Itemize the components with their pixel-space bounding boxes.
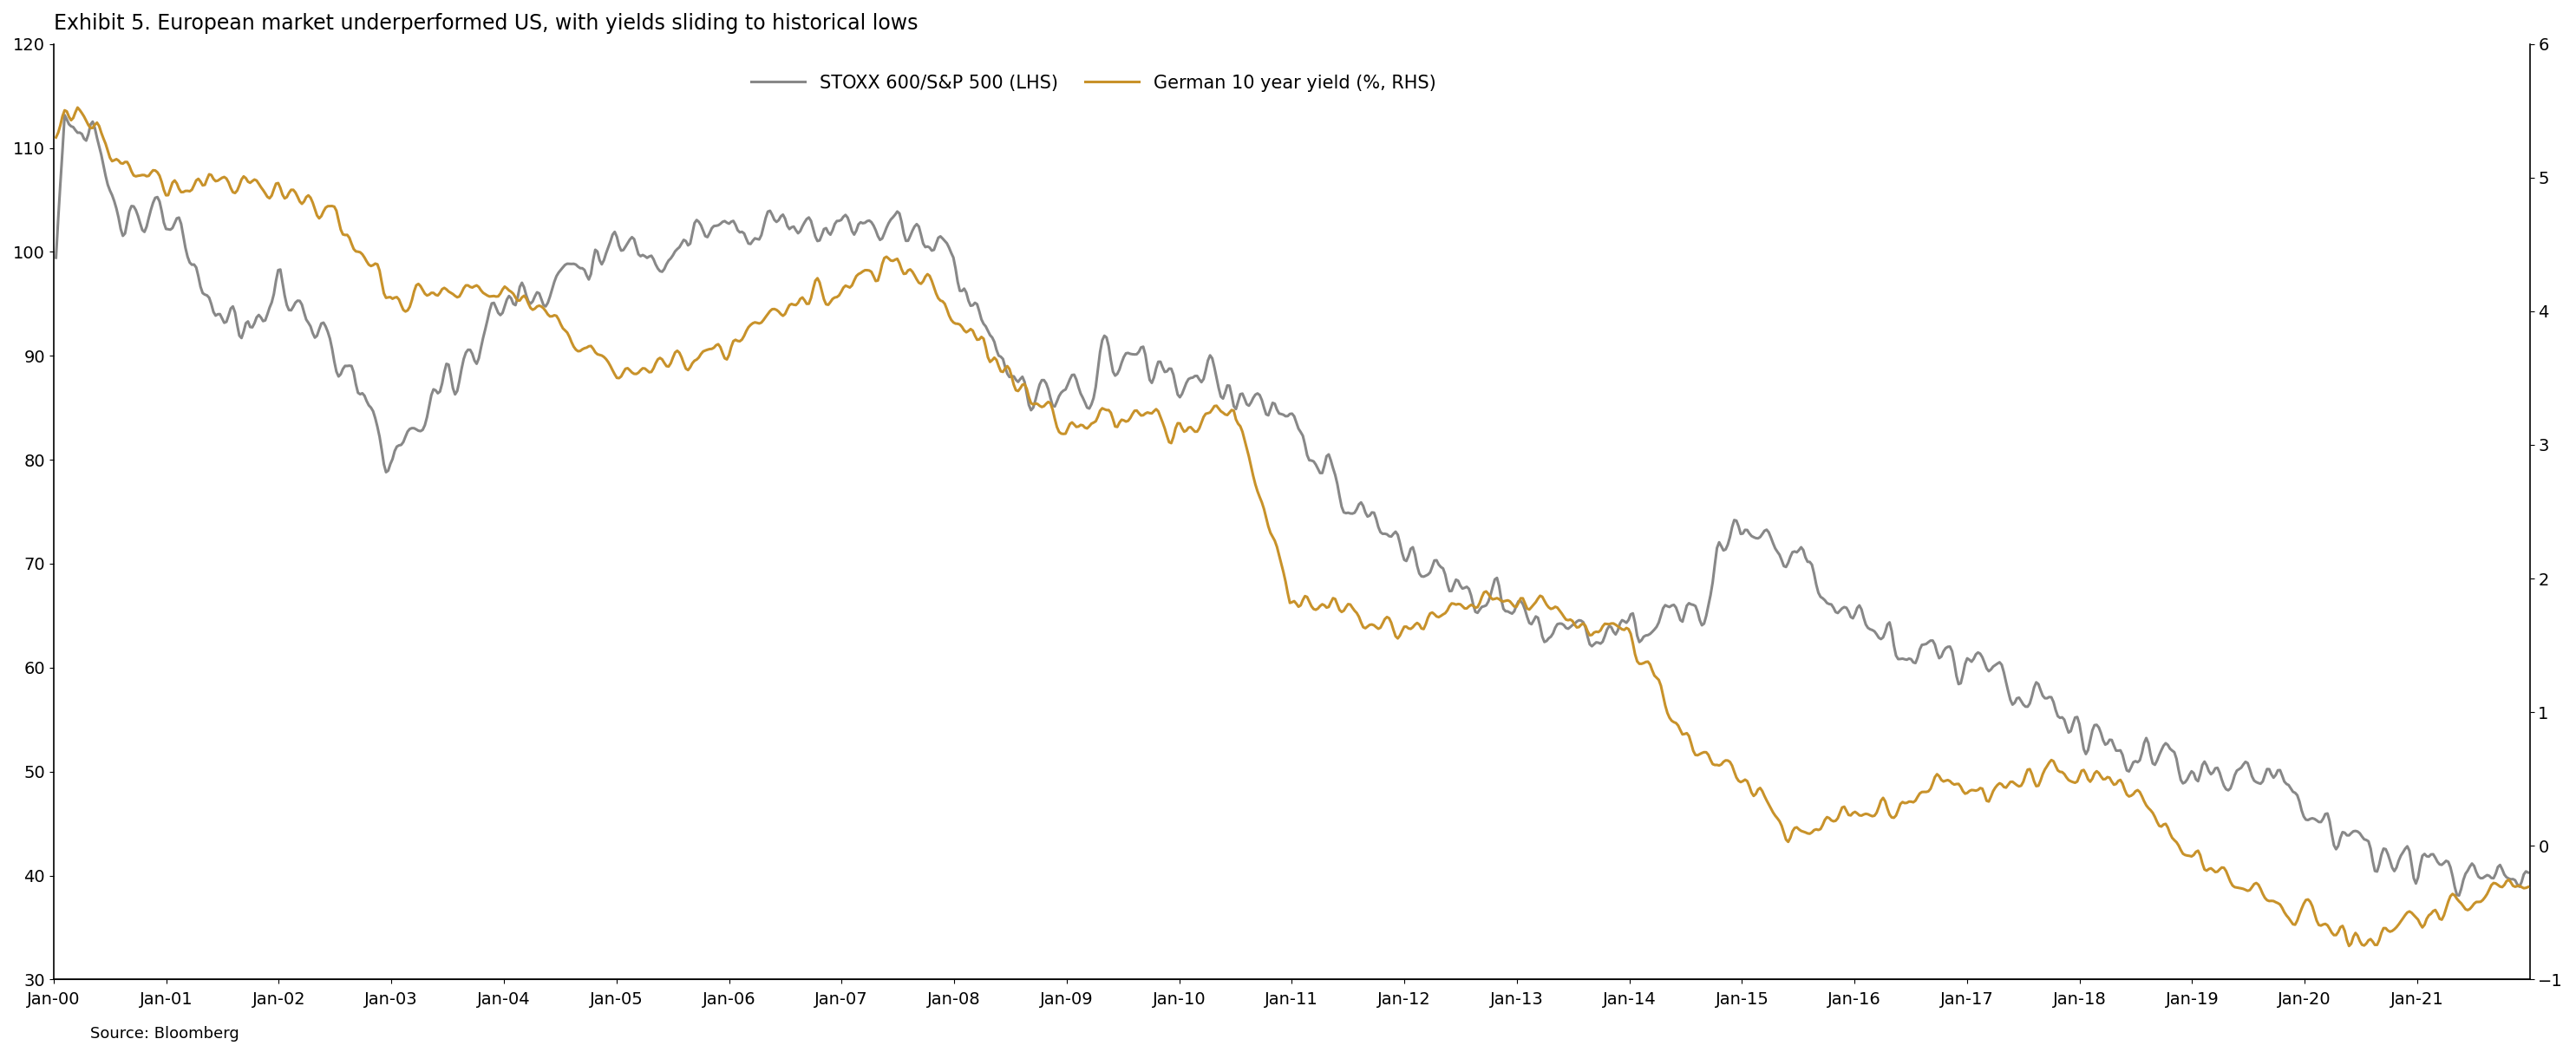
Line: German 10 year yield (%, RHS): German 10 year yield (%, RHS)	[57, 107, 2527, 946]
Line: STOXX 600/S&P 500 (LHS): STOXX 600/S&P 500 (LHS)	[57, 115, 2527, 895]
Legend: STOXX 600/S&P 500 (LHS), German 10 year yield (%, RHS): STOXX 600/S&P 500 (LHS), German 10 year …	[744, 67, 1443, 99]
Text: Source: Bloomberg: Source: Bloomberg	[90, 1026, 240, 1041]
Text: Exhibit 5. European market underperformed US, with yields sliding to historical : Exhibit 5. European market underperforme…	[54, 13, 917, 34]
